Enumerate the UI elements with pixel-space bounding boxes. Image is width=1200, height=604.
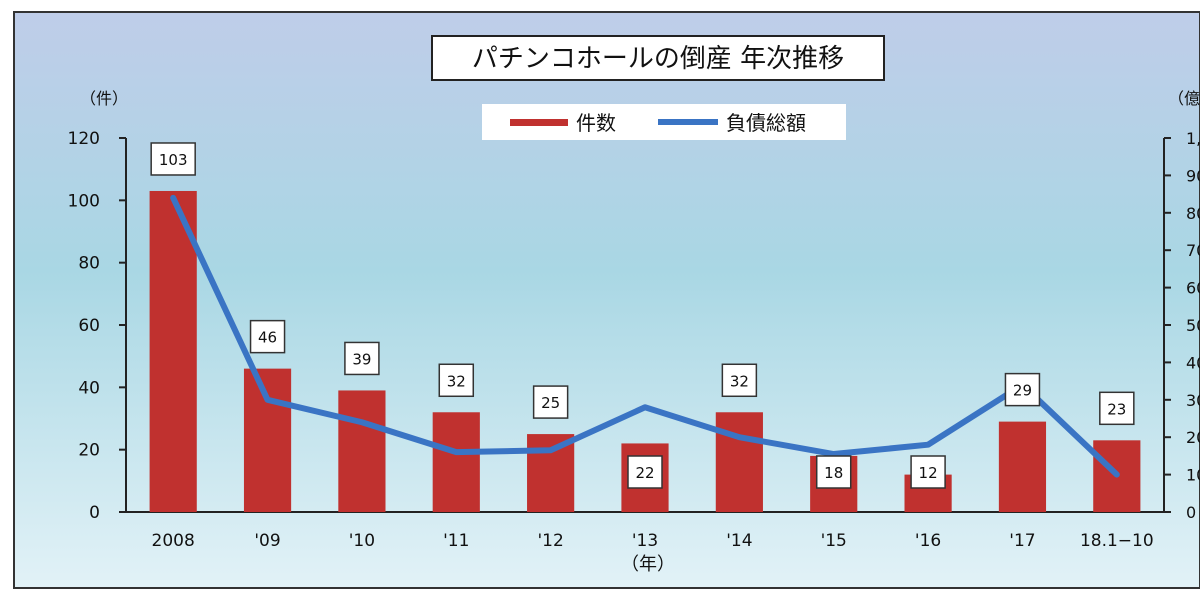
y-tick-label: 100 xyxy=(68,191,100,211)
data-label: 22 xyxy=(635,464,654,482)
data-label-box xyxy=(438,363,475,398)
data-label-box xyxy=(1004,372,1041,407)
x-axis-ticks: 2008 '09 '10 '11 '12 '13 '14 '15 '16 '17 18.1−10 xyxy=(152,531,1154,551)
data-label: 32 xyxy=(730,372,749,390)
data-label-box xyxy=(627,455,663,489)
data-label: 23 xyxy=(1107,400,1126,418)
data-label-box xyxy=(344,341,380,376)
data-label: 25 xyxy=(541,394,560,412)
y-tick-label: 0 xyxy=(89,503,100,523)
bar xyxy=(432,412,480,512)
chart-title: パチンコホールの倒産 年次推移 xyxy=(472,44,844,74)
data-label: 103 xyxy=(159,151,188,169)
legend-bar-swatch xyxy=(510,119,568,126)
y2-tick-label: 600 xyxy=(1186,279,1200,298)
left-axis-ticks: 0 20 40 60 80 100 120 xyxy=(68,129,126,523)
data-label: 12 xyxy=(919,464,938,482)
y-tick-label: 40 xyxy=(78,378,100,398)
data-label: 46 xyxy=(258,329,277,347)
legend-bar-label: 件数 xyxy=(576,111,616,135)
data-label-box xyxy=(150,142,196,176)
data-label-box xyxy=(910,455,946,489)
title-box xyxy=(431,35,885,81)
data-label-box xyxy=(815,455,852,489)
data-label: 32 xyxy=(447,372,466,390)
y-tick-label: 20 xyxy=(78,441,100,461)
y2-tick-label: 900 xyxy=(1186,166,1200,185)
y2-tick-label: 800 xyxy=(1186,204,1200,223)
y2-tick-label: 200 xyxy=(1186,428,1200,447)
y-tick-label: 120 xyxy=(68,129,100,149)
data-label: 29 xyxy=(1013,382,1032,400)
x-tick-label: '15 xyxy=(821,531,847,551)
left-axis-unit: （件） xyxy=(80,89,128,108)
x-tick-label: '10 xyxy=(349,531,375,551)
x-axis-unit: （年） xyxy=(621,554,675,575)
bar xyxy=(243,368,292,512)
y2-tick-label: 300 xyxy=(1186,391,1200,410)
bar xyxy=(149,190,197,512)
x-tick-label: '09 xyxy=(254,531,280,551)
x-tick-label: '17 xyxy=(1009,531,1035,551)
data-label: 18 xyxy=(824,464,843,482)
bar xyxy=(715,412,763,512)
data-label-box xyxy=(721,363,758,398)
x-tick-label: '16 xyxy=(915,531,941,551)
x-tick-label: '13 xyxy=(632,531,658,551)
y2-tick-label: 500 xyxy=(1186,316,1200,335)
x-tick-label: 2008 xyxy=(152,531,195,551)
data-label: 39 xyxy=(352,350,371,368)
y2-tick-label: 1,000 xyxy=(1186,129,1200,148)
x-tick-label: '12 xyxy=(537,531,563,551)
line-series xyxy=(170,194,1120,478)
x-tick-label: '11 xyxy=(443,531,469,551)
legend-line-label: 負債総額 xyxy=(726,111,806,135)
bar xyxy=(998,421,1047,512)
y2-tick-label: 0 xyxy=(1186,503,1196,522)
right-axis-ticks: 0 100 200 300 400 500 600 700 800 900 1,000 xyxy=(1164,129,1200,522)
y2-tick-label: 700 xyxy=(1186,241,1200,260)
y2-tick-label: 100 xyxy=(1186,466,1200,485)
data-label-box xyxy=(1099,391,1135,426)
y2-tick-label: 400 xyxy=(1186,353,1200,372)
debt-line xyxy=(170,194,1120,478)
x-tick-label: '14 xyxy=(726,531,752,551)
y-tick-label: 60 xyxy=(78,316,100,336)
data-label-box xyxy=(532,385,569,419)
data-label-box xyxy=(249,319,286,354)
x-tick-label: 18.1−10 xyxy=(1080,531,1154,551)
data-labels: 103 46 39 32 25 22 32 18 12 29 23 xyxy=(150,142,1135,489)
bar xyxy=(338,390,386,512)
y-tick-label: 80 xyxy=(78,254,100,274)
right-axis-unit: （億円） xyxy=(1168,89,1200,108)
